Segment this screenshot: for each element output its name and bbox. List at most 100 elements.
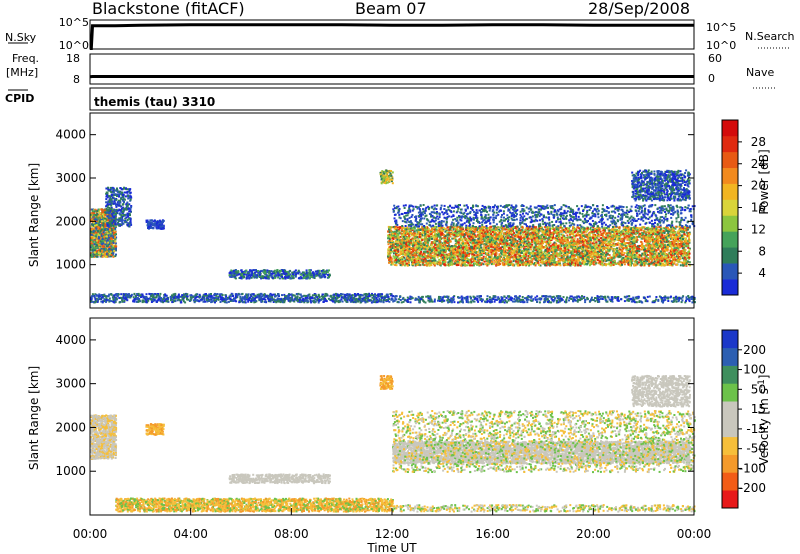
power-pixel [284,273,286,275]
power-pixel [467,296,469,298]
power-pixel [671,300,673,302]
power-pixel [127,192,129,194]
power-pixel [99,224,101,226]
power-pixel [110,225,112,227]
freq-frame [90,54,694,84]
power-pixel [214,300,216,302]
power-pixel [106,245,108,247]
power-pixel [210,295,212,297]
power-pixel [130,220,132,222]
power-pixel [673,297,675,299]
power-pixel [614,296,616,298]
power-pixel [94,252,96,254]
power-pixel [90,216,92,218]
power-pixel [545,297,547,299]
power-pixel [293,273,295,275]
power-pixel [148,227,150,229]
power-pixel [208,296,210,298]
power-pixel [114,200,116,202]
power-pixel [543,301,545,303]
power-pixel [370,294,372,296]
power-pixel [96,217,98,219]
power-pixel [513,298,515,300]
power-pixel [324,276,326,278]
power-pixel [151,219,153,221]
power-pixel [556,300,558,302]
power-pixel [487,295,489,297]
power-pixel [120,210,122,212]
power-pixel [95,234,97,236]
power-pixel [119,202,121,204]
power-pixel [250,300,252,302]
power-pixel [96,253,98,255]
power-pixel [667,300,669,302]
power-pixel [311,300,313,302]
power-pixel [121,297,123,299]
power-pixel [125,297,127,299]
power-pixel [423,301,425,303]
power-pixel [232,293,234,295]
power-pixel [273,271,275,273]
power-pixel [108,217,110,219]
power-pixel [467,299,469,301]
power-pixel [429,301,431,303]
power-pixel [126,205,128,207]
power-pixel [181,294,183,296]
nsky-label: N.Sky [5,31,37,44]
power-pixel [264,269,266,271]
power-pixel [112,256,114,258]
power-pixel [451,301,453,303]
power-pixel [113,202,115,204]
power-pixel [281,276,283,278]
power-pixel [394,298,396,300]
figure: Blackstone (fitACF) Beam 07 28/Sep/2008 … [0,0,800,554]
power-pixel [155,297,157,299]
power-pixel [189,294,191,296]
power-pixel [438,296,440,298]
power-pixel [156,294,158,296]
power-pixel [110,248,112,250]
power-pixel [291,275,293,277]
power-pixel [128,293,130,295]
power-pixel [584,301,586,303]
power-pixel [597,299,599,301]
power-pixel [437,300,439,302]
power-pixel [482,299,484,301]
power-pixel [487,300,489,302]
power-pixel [267,298,269,300]
power-pixel [510,297,512,299]
power-pixel [599,296,601,298]
power-pixel [528,299,530,301]
power-pixel [276,270,278,272]
power-pixel [122,204,124,206]
power-pixel [95,232,97,234]
power-pixel [327,274,329,276]
power-pixel [305,295,307,297]
power-pixel [528,296,530,298]
power-pixel [225,298,227,300]
power-pixel [233,299,235,301]
power-pixel [128,295,130,297]
power-pixel [113,232,115,234]
power-pixel [548,296,550,298]
power-pixel [633,300,635,302]
power-pixel [612,243,614,245]
power-pixel [316,275,318,277]
power-pixel [107,216,109,218]
power-pixel [232,295,234,297]
power-pixel [214,293,216,295]
power-pixel [563,296,565,298]
power-pixel [486,298,488,300]
power-pixel [111,219,113,221]
power-pixel [388,298,390,300]
power-pixel [238,294,240,296]
power-pixel [365,301,367,303]
power-pixel [145,296,147,298]
power-pixel [127,195,129,197]
power-pixel [111,199,113,201]
power-pixel [673,301,675,303]
power-pixel [303,299,305,301]
power-pixel [271,275,273,277]
power-pixel [256,276,258,278]
power-pixel [94,248,96,250]
